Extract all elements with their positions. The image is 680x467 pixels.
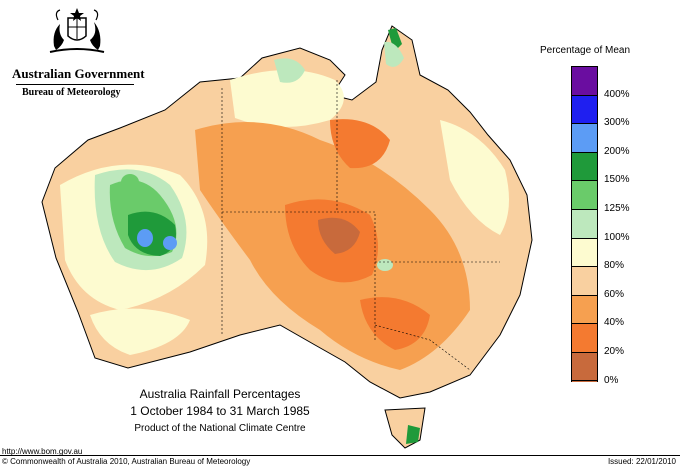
coat-of-arms-icon <box>49 8 105 53</box>
legend-swatch <box>571 151 598 182</box>
zone-100pct-capeyork <box>384 41 404 67</box>
map-title-block: Australia Rainfall Percentages 1 October… <box>110 386 330 437</box>
legend-label: 125% <box>604 203 630 214</box>
legend-swatch <box>571 66 598 96</box>
zone-200pct-west-a <box>137 229 153 247</box>
bureau-name: Bureau of Meteorology <box>22 87 121 98</box>
source-url[interactable]: http://www.bom.gov.au <box>2 447 83 456</box>
legend-label: 0% <box>604 374 619 386</box>
zone-150pct-capeyork <box>388 28 402 52</box>
legend-swatch <box>571 94 598 125</box>
legend-swatch <box>571 352 598 382</box>
legend-swatch <box>571 237 598 268</box>
zone-200pct-west-b <box>163 236 177 250</box>
footer-divider <box>0 455 680 456</box>
zone-80pct-south <box>90 308 190 355</box>
map-title: Australia Rainfall Percentages <box>139 387 301 401</box>
legend-swatch <box>571 294 598 325</box>
map-product: Product of the National Climate Centre <box>134 423 306 434</box>
zone-100pct-tropnorth <box>274 58 305 83</box>
legend-bottom-edge <box>571 380 598 381</box>
legend-title: Percentage of Mean <box>540 45 631 56</box>
zone-100pct-qld-inland <box>377 259 393 271</box>
nsw-vic-border <box>374 324 471 371</box>
legend-label: 400% <box>604 88 630 100</box>
legend-label: 300% <box>604 117 630 129</box>
legend-swatch <box>571 323 598 353</box>
legend-label: 200% <box>604 145 630 157</box>
zone-20pct-centre <box>318 217 360 254</box>
zone-80pct-north <box>230 70 344 128</box>
logo-divider <box>16 84 134 85</box>
legend-label: 100% <box>604 231 630 243</box>
zone-40pct-southeast <box>360 297 430 350</box>
legend-label: 80% <box>604 260 625 272</box>
copyright-text: © Commonwealth of Australia 2010, Austra… <box>2 457 251 466</box>
legend-swatch <box>571 123 598 153</box>
tasmania-wet-zone <box>406 425 420 444</box>
legend-swatch <box>571 180 598 210</box>
map-period: 1 October 1984 to 31 March 1985 <box>130 404 310 418</box>
issued-date: Issued: 22/01/2010 <box>607 457 676 466</box>
zone-125pct-pilbara <box>121 174 139 190</box>
legend-swatch <box>571 266 598 296</box>
legend-label: 20% <box>604 346 625 357</box>
zone-40pct-northeast <box>330 119 390 169</box>
legend-swatch <box>571 209 598 239</box>
legend-label: 150% <box>604 174 630 186</box>
legend-label: 40% <box>604 317 625 329</box>
zone-80pct-east <box>440 120 509 235</box>
legend-label: 60% <box>604 288 625 300</box>
org-name: Australian Government <box>12 66 145 81</box>
